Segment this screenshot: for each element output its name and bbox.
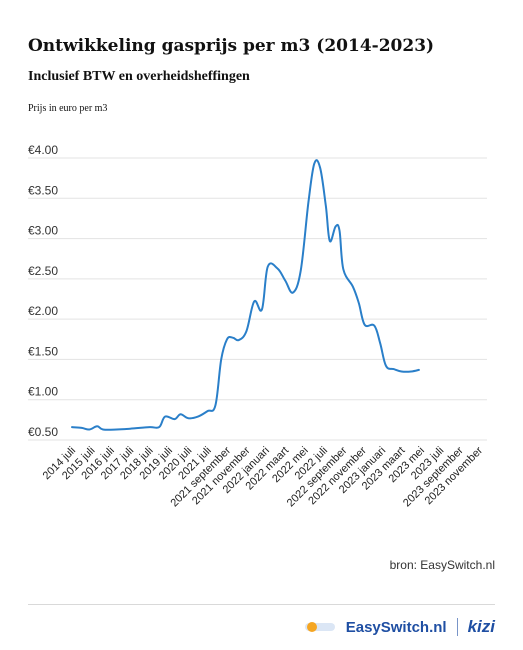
source-note: bron: EasySwitch.nl (389, 558, 495, 572)
switch-toggle-icon (304, 622, 335, 632)
y-axis-label: Prijs in euro per m3 (28, 103, 108, 114)
footer-divider (28, 604, 495, 605)
y-tick-label: €1.50 (28, 344, 58, 358)
partner-logo[interactable]: kizi (467, 617, 495, 636)
y-tick-labels: €4.00 €3.50 €3.00 €2.50 €2.00 €1.50 €1.00 €0.50 (28, 143, 58, 439)
y-tick-label: €1.00 (28, 385, 58, 399)
chart-title: Ontwikkeling gasprijs per m3 (2014-2023) (28, 36, 435, 56)
y-tick-label: €3.00 (28, 224, 58, 238)
y-tick-label: €4.00 (28, 143, 58, 157)
footer-branding: EasySwitch.nl kizi (304, 614, 495, 640)
series-line (71, 159, 420, 431)
chart-subtitle: Inclusief BTW en overheidsheffingen (28, 69, 250, 84)
brand-name[interactable]: EasySwitch.nl (345, 618, 447, 636)
grid-lines (28, 157, 487, 441)
brand-separator (456, 618, 458, 636)
y-tick-label: €0.50 (28, 425, 58, 439)
y-tick-label: €3.50 (28, 183, 58, 197)
y-tick-label: €2.50 (28, 264, 58, 278)
y-tick-label: €2.00 (28, 304, 58, 318)
gas-price-chart: €4.00 €3.50 €3.00 €2.50 €2.00 €1.50 €1.00 €0.50… (28, 143, 487, 509)
